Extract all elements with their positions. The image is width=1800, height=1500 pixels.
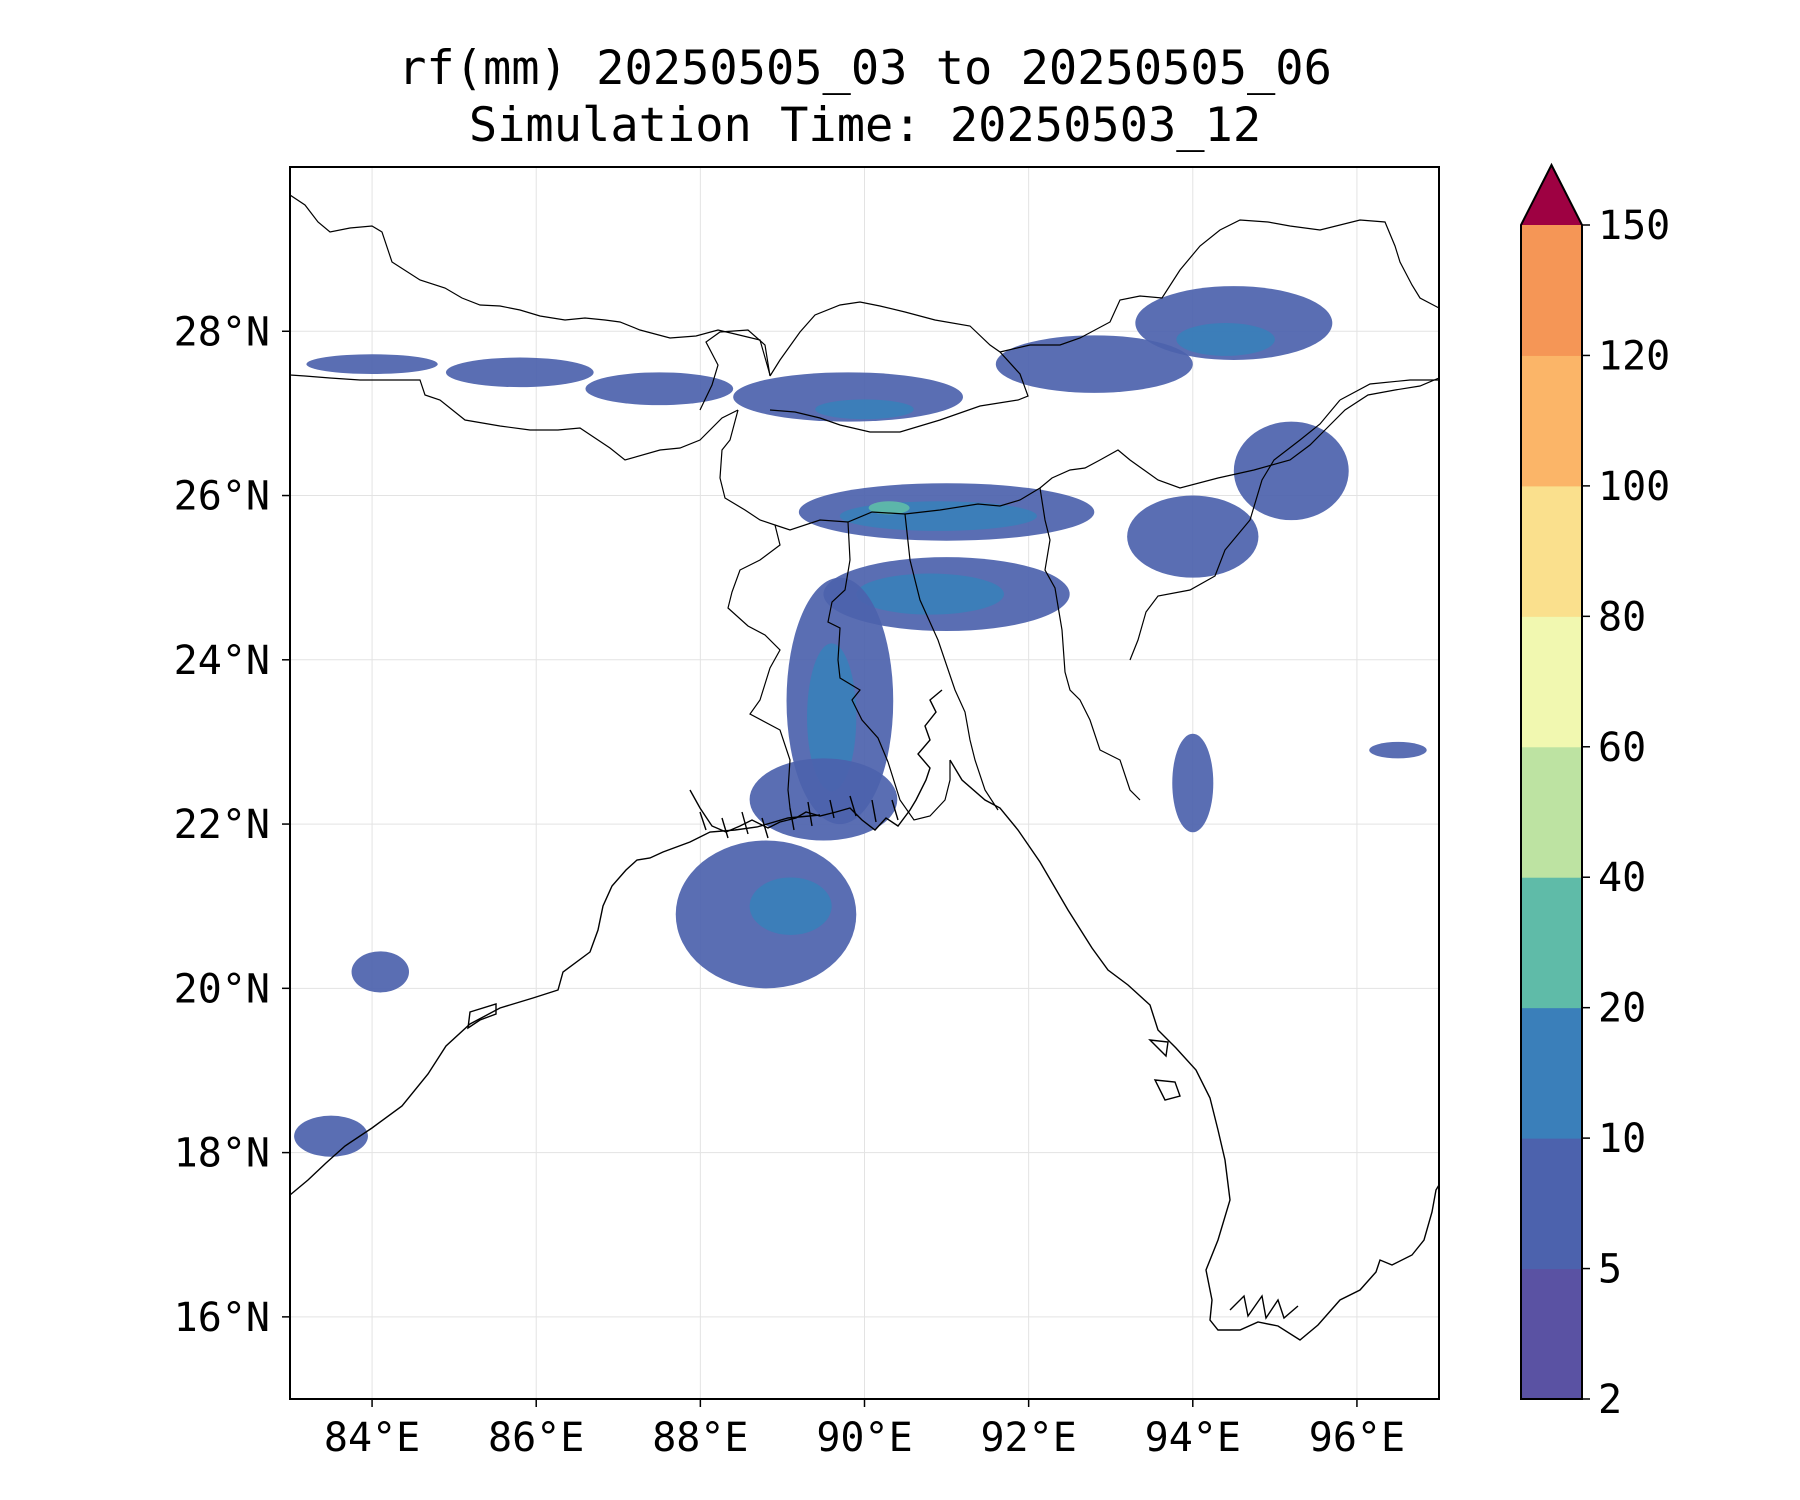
colorbar-tick-label: 40	[1598, 855, 1646, 901]
rain-region	[749, 758, 898, 841]
colorbar-tick-label: 20	[1598, 986, 1646, 1032]
coastline-myanmar	[949, 759, 1439, 1341]
colorbar-tick-label: 5	[1598, 1247, 1622, 1293]
colorbar-extend-arrow	[1521, 165, 1582, 225]
rainfall-layer	[294, 286, 1427, 1157]
border-myanmar-east	[1339, 379, 1439, 401]
lon-tick-label: 84°E	[324, 1415, 420, 1461]
coastline-sundarbans-inlets	[699, 795, 899, 839]
colorbar-tick-label: 150	[1598, 203, 1670, 249]
border-arunachal	[999, 219, 1439, 353]
chart-title: rf(mm) 20250505_03 to 20250505_06	[398, 41, 1332, 96]
colorbar-segment	[1521, 1138, 1582, 1270]
colorbar-tick-label: 60	[1598, 725, 1646, 771]
lat-tick-label: 24°N	[174, 638, 270, 684]
lat-tick-label: 18°N	[174, 1131, 270, 1177]
rain-region	[1369, 741, 1427, 759]
rain-region	[839, 501, 1037, 531]
rain-region	[868, 501, 910, 515]
coastline-cheduba	[1148, 1039, 1181, 1101]
colorbar-tick-label: 10	[1598, 1116, 1646, 1162]
rain-region	[351, 951, 410, 993]
lat-tick-label: 22°N	[174, 802, 270, 848]
lon-tick-label: 96°E	[1309, 1415, 1405, 1461]
border-tripura	[904, 513, 999, 811]
coastline-india-east	[290, 814, 821, 1196]
colorbar-segment	[1521, 225, 1582, 356]
lon-tick-label: 94°E	[1145, 1415, 1241, 1461]
rain-region	[1127, 495, 1259, 578]
rain-region	[856, 573, 1005, 615]
rain-region	[306, 354, 438, 374]
chart-subtitle: Simulation Time: 20250503_12	[468, 98, 1262, 153]
colorbar-segment	[1521, 616, 1582, 748]
rain-region	[1176, 323, 1275, 356]
colorbar-segment	[1521, 877, 1582, 1009]
rain-region	[294, 1115, 368, 1157]
colorbar-tick-label: 100	[1598, 464, 1670, 510]
colorbar-segment	[1521, 1007, 1582, 1139]
lon-tick-label: 92°E	[980, 1415, 1076, 1461]
border-nepal-north	[290, 194, 771, 376]
border-bangladesh-east	[827, 521, 951, 821]
colorbar-tick-label: 120	[1598, 333, 1670, 379]
lon-tick-label: 90°E	[816, 1415, 912, 1461]
border-layer	[290, 194, 1439, 821]
colorbar-tick-label: 80	[1598, 594, 1646, 640]
border-sikkim	[699, 329, 771, 411]
rain-region	[585, 372, 734, 406]
rain-region	[749, 877, 832, 935]
colorbar: 2 5 10 20 40 60 80 100 120 150	[1520, 162, 1670, 1423]
lat-tick-label: 28°N	[174, 309, 270, 355]
lat-tick-label: 20°N	[174, 966, 270, 1012]
axis-ticks: 84°E 86°E 88°E 90°E 92°E 94°E 96°E 16°N 18°N 20°N…	[174, 309, 1405, 1461]
rain-region	[445, 357, 594, 388]
colorbar-tick-label: 2	[1598, 1377, 1622, 1423]
colorbar-segment	[1521, 485, 1582, 617]
coastline-bay-islands	[467, 1003, 497, 1030]
rain-region	[1172, 733, 1214, 833]
colorbar-segment	[1521, 746, 1582, 878]
lon-tick-label: 88°E	[652, 1415, 748, 1461]
rain-region	[815, 399, 914, 420]
rain-region	[995, 335, 1193, 393]
coastline-bangladesh	[689, 689, 943, 833]
lat-tick-label: 26°N	[174, 474, 270, 520]
rain-region	[1233, 421, 1349, 521]
border-bangladesh-west	[719, 409, 791, 809]
coastline-layer	[290, 689, 1439, 1341]
border-meghalaya	[774, 377, 1439, 531]
border-nepal-south	[290, 374, 739, 461]
border-manipur-myanmar	[1039, 487, 1141, 801]
coastline-myanmar-delta	[1229, 1294, 1299, 1320]
colorbar-segment	[1521, 1268, 1582, 1400]
border-assam-myanmar	[1129, 399, 1341, 661]
lat-tick-label: 16°N	[174, 1295, 270, 1341]
lon-tick-label: 86°E	[488, 1415, 584, 1461]
colorbar-segment	[1521, 355, 1582, 487]
colorbar-outline	[1520, 162, 1583, 1400]
